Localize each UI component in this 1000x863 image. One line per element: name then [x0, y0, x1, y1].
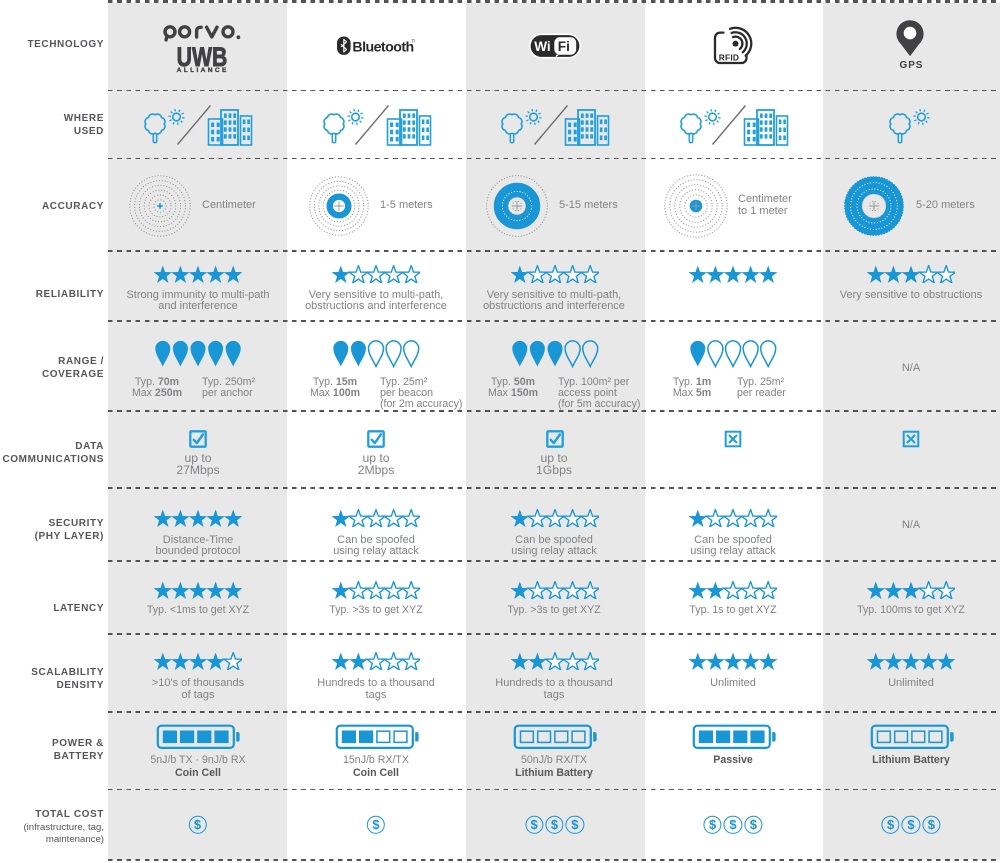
svg-text:Wi: Wi: [534, 39, 551, 54]
svg-text:TM: TM: [412, 38, 416, 43]
svg-text:Fi: Fi: [557, 39, 569, 54]
svg-text:RFID: RFID: [719, 52, 739, 62]
svg-text:Bluetooth: Bluetooth: [352, 39, 413, 55]
